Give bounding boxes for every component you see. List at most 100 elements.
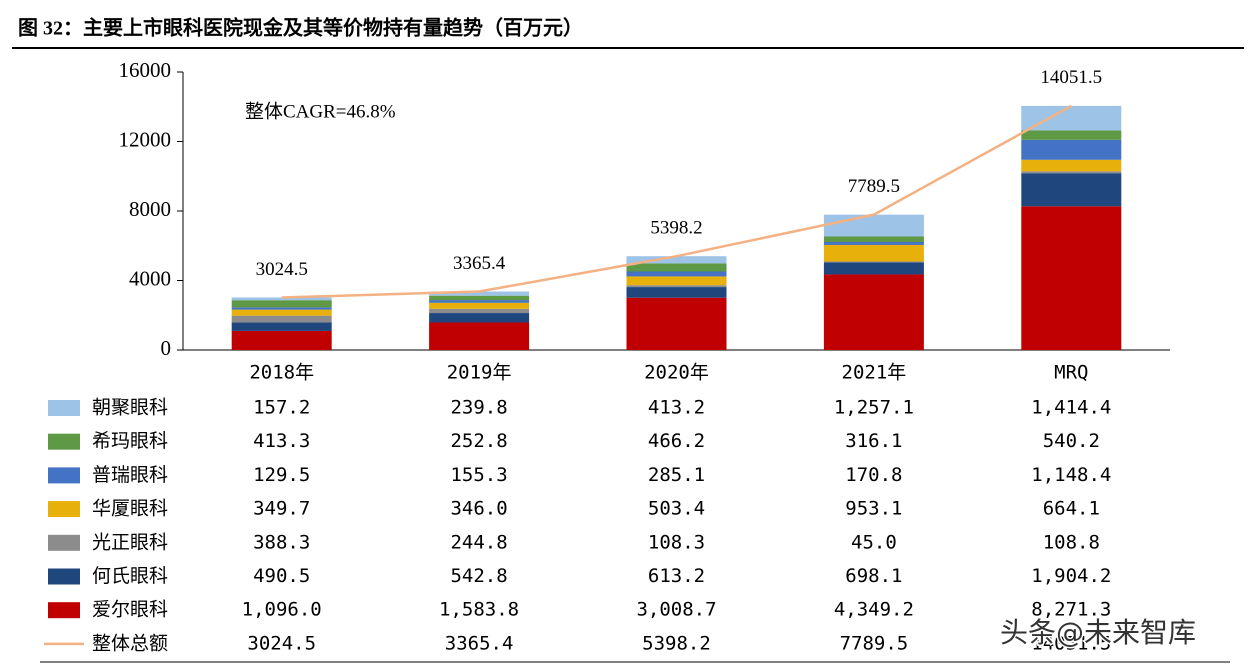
x-tick-label: MRQ bbox=[1054, 362, 1088, 384]
bar-segment bbox=[231, 315, 332, 323]
x-tick-label: 2021年 bbox=[842, 362, 907, 384]
bar-segment bbox=[1021, 159, 1122, 172]
table-cell: 239.8 bbox=[450, 397, 507, 419]
table-cell: 953.1 bbox=[845, 498, 902, 520]
bar-segment bbox=[626, 276, 727, 286]
y-tick-label: 12000 bbox=[119, 127, 172, 151]
y-tick-label: 0 bbox=[161, 336, 172, 360]
data-label: 3365.4 bbox=[453, 253, 506, 274]
bar-segment bbox=[231, 309, 332, 316]
bar-segment bbox=[429, 308, 530, 314]
table-cell: 698.1 bbox=[845, 565, 902, 587]
table-cell: 540.2 bbox=[1043, 430, 1100, 452]
legend-label: 爱尔眼科 bbox=[92, 599, 168, 621]
legend-swatch bbox=[48, 433, 80, 450]
table-cell: 542.8 bbox=[450, 565, 507, 587]
x-tick-label: 2018年 bbox=[249, 362, 314, 384]
total-line bbox=[281, 104, 1072, 299]
x-tick-label: 2019年 bbox=[447, 362, 512, 384]
table-cell: 3,008.7 bbox=[636, 599, 716, 621]
bar-segment bbox=[823, 214, 924, 237]
bar-segment bbox=[1021, 173, 1122, 207]
bar-segment bbox=[1021, 171, 1122, 174]
legend-label: 朝聚眼科 bbox=[92, 397, 168, 419]
legend-label: 整体总额 bbox=[92, 632, 168, 654]
table-cell: 5398.2 bbox=[642, 632, 711, 654]
table-cell: 45.0 bbox=[851, 531, 897, 553]
legend-label: 光正眼科 bbox=[92, 531, 168, 553]
bar-segment bbox=[429, 313, 530, 323]
legend-swatch bbox=[48, 568, 80, 585]
chart-title: 图 32：主要上市眼科医院现金及其等价物持有量趋势（百万元） bbox=[18, 16, 583, 40]
bar-segment bbox=[823, 261, 924, 263]
bar-segment bbox=[1021, 139, 1122, 160]
table-cell: 316.1 bbox=[845, 430, 902, 452]
bar-segment bbox=[231, 300, 332, 308]
table-cell: 129.5 bbox=[253, 464, 310, 486]
watermark: 头条@未来智库 bbox=[1000, 616, 1196, 649]
table-cell: 3024.5 bbox=[247, 632, 316, 654]
bar-segment bbox=[626, 285, 727, 288]
legend-label: 希玛眼科 bbox=[92, 430, 168, 452]
table-cell: 490.5 bbox=[253, 565, 310, 587]
table-cell: 8,271.3 bbox=[1031, 599, 1111, 621]
table-cell: 503.4 bbox=[648, 498, 705, 520]
legend-label: 普瑞眼科 bbox=[92, 464, 168, 486]
table-cell: 7789.5 bbox=[840, 632, 909, 654]
table-cell: 346.0 bbox=[450, 498, 507, 520]
table-cell: 413.2 bbox=[648, 397, 705, 419]
bar-segment bbox=[231, 330, 332, 350]
bar-segment bbox=[1021, 130, 1122, 140]
legend-label: 何氏眼科 bbox=[92, 565, 168, 587]
table-cell: 413.3 bbox=[253, 430, 310, 452]
y-tick-label: 16000 bbox=[119, 58, 172, 82]
bar-segment bbox=[231, 322, 332, 331]
table-cell: 170.8 bbox=[845, 464, 902, 486]
data-label: 7789.5 bbox=[848, 176, 900, 197]
bar-segment bbox=[626, 263, 727, 272]
bar-segment bbox=[231, 307, 332, 310]
bar-segment bbox=[823, 274, 924, 350]
bar-segment bbox=[1021, 105, 1122, 131]
bar-segment bbox=[823, 244, 924, 262]
bar-segment bbox=[823, 262, 924, 275]
bar-segment bbox=[626, 287, 727, 298]
table-cell: 664.1 bbox=[1043, 498, 1100, 520]
table-cell: 4,349.2 bbox=[834, 599, 914, 621]
table-cell: 252.8 bbox=[450, 430, 507, 452]
table-cell: 108.3 bbox=[648, 531, 705, 553]
table-cell: 1,257.1 bbox=[834, 397, 914, 419]
legend-swatch bbox=[48, 501, 80, 518]
bar-segment bbox=[429, 291, 530, 296]
legend-swatch bbox=[48, 400, 80, 416]
y-tick-label: 8000 bbox=[129, 197, 171, 221]
legend-label: 华厦眼科 bbox=[92, 498, 168, 520]
table-cell: 3365.4 bbox=[445, 632, 514, 654]
table-cell: 1,148.4 bbox=[1031, 464, 1111, 486]
bar-segment bbox=[429, 302, 530, 309]
data-label: 5398.2 bbox=[650, 218, 702, 239]
table-cell: 244.8 bbox=[450, 531, 507, 553]
table-cell: 1,096.0 bbox=[242, 599, 322, 621]
bar-segment bbox=[429, 295, 530, 301]
y-tick-label: 4000 bbox=[129, 266, 171, 290]
table-cell: 1,583.8 bbox=[439, 599, 519, 621]
legend-swatch bbox=[48, 467, 80, 484]
x-tick-label: 2020年 bbox=[644, 362, 709, 384]
data-label: 3024.5 bbox=[256, 259, 308, 280]
table-cell: 466.2 bbox=[648, 430, 705, 452]
table-cell: 1,414.4 bbox=[1031, 397, 1111, 419]
legend-swatch bbox=[48, 602, 80, 619]
table-cell: 1,904.2 bbox=[1031, 565, 1111, 587]
annotation: 整体CAGR=46.8% bbox=[245, 100, 396, 122]
bar-segment bbox=[823, 241, 924, 245]
table-cell: 155.3 bbox=[450, 464, 507, 486]
bar-segment bbox=[626, 297, 727, 350]
bar-segment bbox=[823, 236, 924, 242]
table-cell: 157.2 bbox=[253, 397, 310, 419]
bar-segment bbox=[626, 256, 727, 264]
table-cell: 613.2 bbox=[648, 565, 705, 587]
table-cell: 285.1 bbox=[648, 464, 705, 486]
bar-segment bbox=[429, 300, 530, 303]
